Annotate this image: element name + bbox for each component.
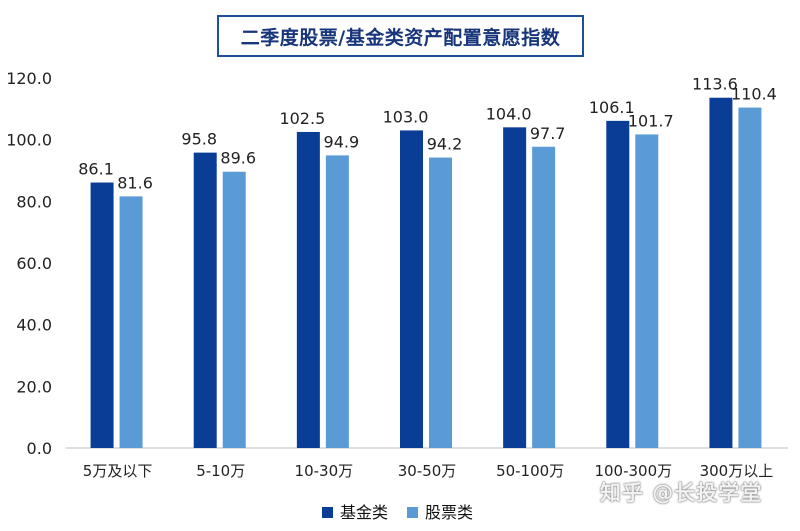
bar bbox=[193, 152, 217, 448]
data-label: 97.7 bbox=[530, 124, 566, 143]
y-tick-label: 60.0 bbox=[16, 254, 52, 273]
x-tick-label: 50-100万 bbox=[496, 462, 564, 480]
bar bbox=[503, 127, 527, 448]
y-tick-label: 20.0 bbox=[16, 377, 52, 396]
bar bbox=[606, 120, 630, 448]
bar bbox=[635, 134, 659, 449]
data-label: 81.6 bbox=[117, 173, 153, 192]
bar bbox=[222, 171, 246, 448]
data-label: 101.7 bbox=[628, 111, 674, 130]
data-label: 94.9 bbox=[324, 132, 360, 151]
legend-label: 基金类 bbox=[340, 503, 388, 522]
data-label: 106.1 bbox=[589, 98, 635, 117]
bar bbox=[532, 146, 556, 448]
data-label: 104.0 bbox=[486, 104, 532, 123]
data-label: 113.6 bbox=[692, 75, 738, 94]
bar bbox=[400, 130, 423, 448]
data-label: 94.2 bbox=[427, 135, 463, 154]
x-tick-label: 300万以上 bbox=[700, 462, 774, 480]
y-tick-label: 80.0 bbox=[16, 192, 52, 211]
legend: 基金类 股票类 bbox=[322, 503, 473, 522]
watermark: 知乎 @长投学堂 bbox=[600, 481, 763, 505]
data-label: 89.6 bbox=[220, 149, 256, 168]
legend-label: 股票类 bbox=[425, 503, 473, 522]
x-tick-label: 30-50万 bbox=[398, 462, 457, 480]
data-label: 86.1 bbox=[78, 160, 114, 179]
bar bbox=[90, 182, 114, 448]
bars bbox=[90, 97, 762, 449]
legend-swatch bbox=[407, 507, 418, 518]
x-tick-label: 5万及以下 bbox=[83, 462, 153, 480]
y-tick-label: 0.0 bbox=[27, 439, 52, 458]
data-label: 102.5 bbox=[279, 109, 325, 128]
legend-swatch bbox=[322, 507, 333, 518]
y-tick-label: 120.0 bbox=[6, 69, 52, 88]
bar bbox=[296, 131, 320, 449]
bar bbox=[429, 157, 452, 449]
axes: 0.0 20.0 40.0 60.0 80.0 100.0 120.0 5万及以下 5-10万 1… bbox=[6, 69, 788, 480]
bar bbox=[325, 155, 349, 448]
bar bbox=[738, 107, 762, 448]
data-label: 95.8 bbox=[181, 130, 217, 149]
x-tick-label: 100-300万 bbox=[594, 462, 672, 480]
data-label: 103.0 bbox=[383, 107, 429, 126]
x-tick-label: 5-10万 bbox=[196, 462, 245, 480]
bar bbox=[119, 196, 143, 448]
data-label: 110.4 bbox=[731, 85, 777, 104]
data-labels: 86.181.6 95.889.6 102.5 94.9 103.0 94.2 104.09… bbox=[78, 75, 777, 193]
y-tick-label: 40.0 bbox=[16, 316, 52, 335]
bar bbox=[709, 97, 733, 448]
chart-title: 二季度股票/基金类资产配置意愿指数 bbox=[217, 15, 584, 57]
y-tick-label: 100.0 bbox=[6, 131, 52, 150]
x-tick-label: 10-30万 bbox=[295, 462, 354, 480]
